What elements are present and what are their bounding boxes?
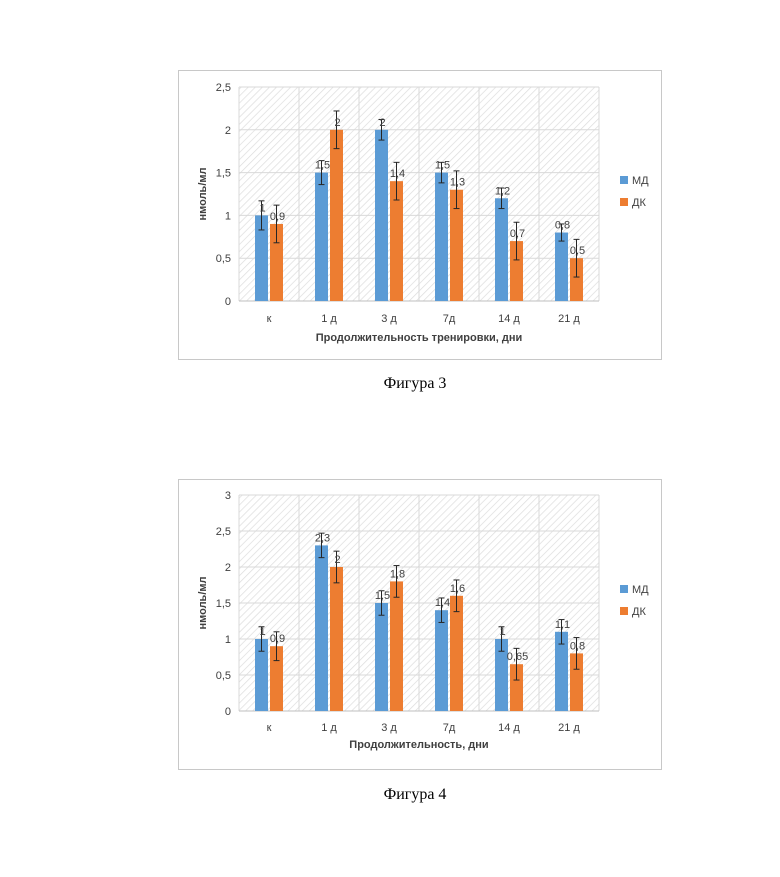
- y-tick-label: 3: [225, 490, 231, 502]
- bar-МД-4: [495, 198, 508, 301]
- y-tick-label: 2,5: [216, 82, 231, 94]
- data-label: 0,9: [270, 211, 285, 223]
- x-tick-label: 14 д: [498, 722, 520, 734]
- y-tick-label: 1,5: [216, 168, 231, 180]
- legend-label: МД: [632, 175, 649, 187]
- x-axis-title: Продолжительность тренировки, дни: [316, 332, 523, 344]
- x-tick-label: 14 д: [498, 313, 520, 325]
- data-label: 2: [334, 117, 340, 129]
- bar-ДК-2: [390, 581, 403, 711]
- bar-МД-1: [315, 545, 328, 711]
- y-axis-title: нмоль/мл: [197, 576, 209, 629]
- data-label: 0,7: [510, 228, 525, 240]
- y-tick-label: 2: [225, 562, 231, 574]
- bar-ДК-1: [330, 130, 343, 301]
- y-tick-label: 2,5: [216, 526, 231, 538]
- legend-label: ДК: [632, 606, 646, 618]
- data-label: 1,3: [450, 177, 465, 189]
- data-label: 0,65: [507, 651, 528, 663]
- data-label: 1,2: [495, 185, 510, 197]
- data-label: 1,6: [450, 583, 465, 595]
- y-tick-label: 0,5: [216, 670, 231, 682]
- y-tick-label: 0,5: [216, 253, 231, 265]
- bar-ДК-3: [450, 596, 463, 711]
- figure-3-caption: Фигура 3: [0, 375, 780, 393]
- figure-4-chart: 0 0,5 1 1,5 2 2,5 3 1 2,3 1,5 1,4 1 1,1 0,9 2 1,8 1,6 0,6…: [178, 479, 662, 770]
- y-tick-label: 1: [225, 634, 231, 646]
- bar-МД-3: [435, 173, 448, 301]
- legend-swatch-МД: [620, 176, 628, 184]
- bar-МД-5: [555, 233, 568, 301]
- x-tick-label: 3 д: [381, 722, 397, 734]
- figure-3-chart: 0 0,5 1 1,5 2 2,5 1 1,5 2 1,5 1,2 0,8 0,9 2 1,4 1,3 0,7 0…: [178, 70, 662, 360]
- legend-label: ДК: [632, 197, 646, 209]
- data-label: 1,5: [375, 590, 390, 602]
- data-label: 0,8: [570, 640, 585, 652]
- data-label: 0,9: [270, 633, 285, 645]
- data-label: 1: [259, 202, 265, 214]
- data-label: 1,1: [555, 619, 570, 631]
- bar-МД-2: [375, 130, 388, 301]
- y-tick-label: 2: [225, 125, 231, 137]
- data-label: 1,4: [390, 168, 405, 180]
- y-tick-label: 1: [225, 210, 231, 222]
- chart-svg: 0 0,5 1 1,5 2 2,5 3 1 2,3 1,5 1,4 1 1,1 0,9 2 1,8 1,6 0,6…: [179, 480, 661, 769]
- data-label: 1: [259, 626, 265, 638]
- data-label: 2: [334, 554, 340, 566]
- x-tick-label: 21 д: [558, 313, 580, 325]
- x-tick-label: 1 д: [321, 722, 337, 734]
- legend-swatch-ДК: [620, 607, 628, 615]
- data-label: 1,4: [435, 597, 450, 609]
- x-axis-title: Продолжительность, дни: [349, 739, 488, 751]
- data-label: 1,5: [435, 160, 450, 172]
- bar-МД-1: [315, 173, 328, 301]
- legend-swatch-МД: [620, 585, 628, 593]
- x-tick-label: к: [267, 722, 272, 734]
- x-tick-label: 7д: [443, 313, 456, 325]
- data-label: 2: [379, 117, 385, 129]
- x-tick-label: 7д: [443, 722, 456, 734]
- bar-МД-2: [375, 603, 388, 711]
- data-label: 2,3: [315, 532, 330, 544]
- x-tick-label: 1 д: [321, 313, 337, 325]
- bar-МД-3: [435, 610, 448, 711]
- data-label: 0,5: [570, 245, 585, 257]
- data-label: 1: [499, 626, 505, 638]
- chart-svg: 0 0,5 1 1,5 2 2,5 1 1,5 2 1,5 1,2 0,8 0,9 2 1,4 1,3 0,7 0…: [179, 71, 661, 359]
- y-tick-label: 1,5: [216, 598, 231, 610]
- legend-swatch-ДК: [620, 198, 628, 206]
- y-tick-label: 0: [225, 296, 231, 308]
- x-tick-label: к: [267, 313, 272, 325]
- data-label: 1,5: [315, 160, 330, 172]
- figure-4-caption: Фигура 4: [0, 786, 780, 804]
- bar-ДК-1: [330, 567, 343, 711]
- data-label: 1,8: [390, 568, 405, 580]
- y-tick-label: 0: [225, 706, 231, 718]
- x-tick-label: 3 д: [381, 313, 397, 325]
- y-axis-title: нмоль/мл: [197, 167, 209, 220]
- data-label: 0,8: [555, 220, 570, 232]
- x-tick-label: 21 д: [558, 722, 580, 734]
- legend-label: МД: [632, 584, 649, 596]
